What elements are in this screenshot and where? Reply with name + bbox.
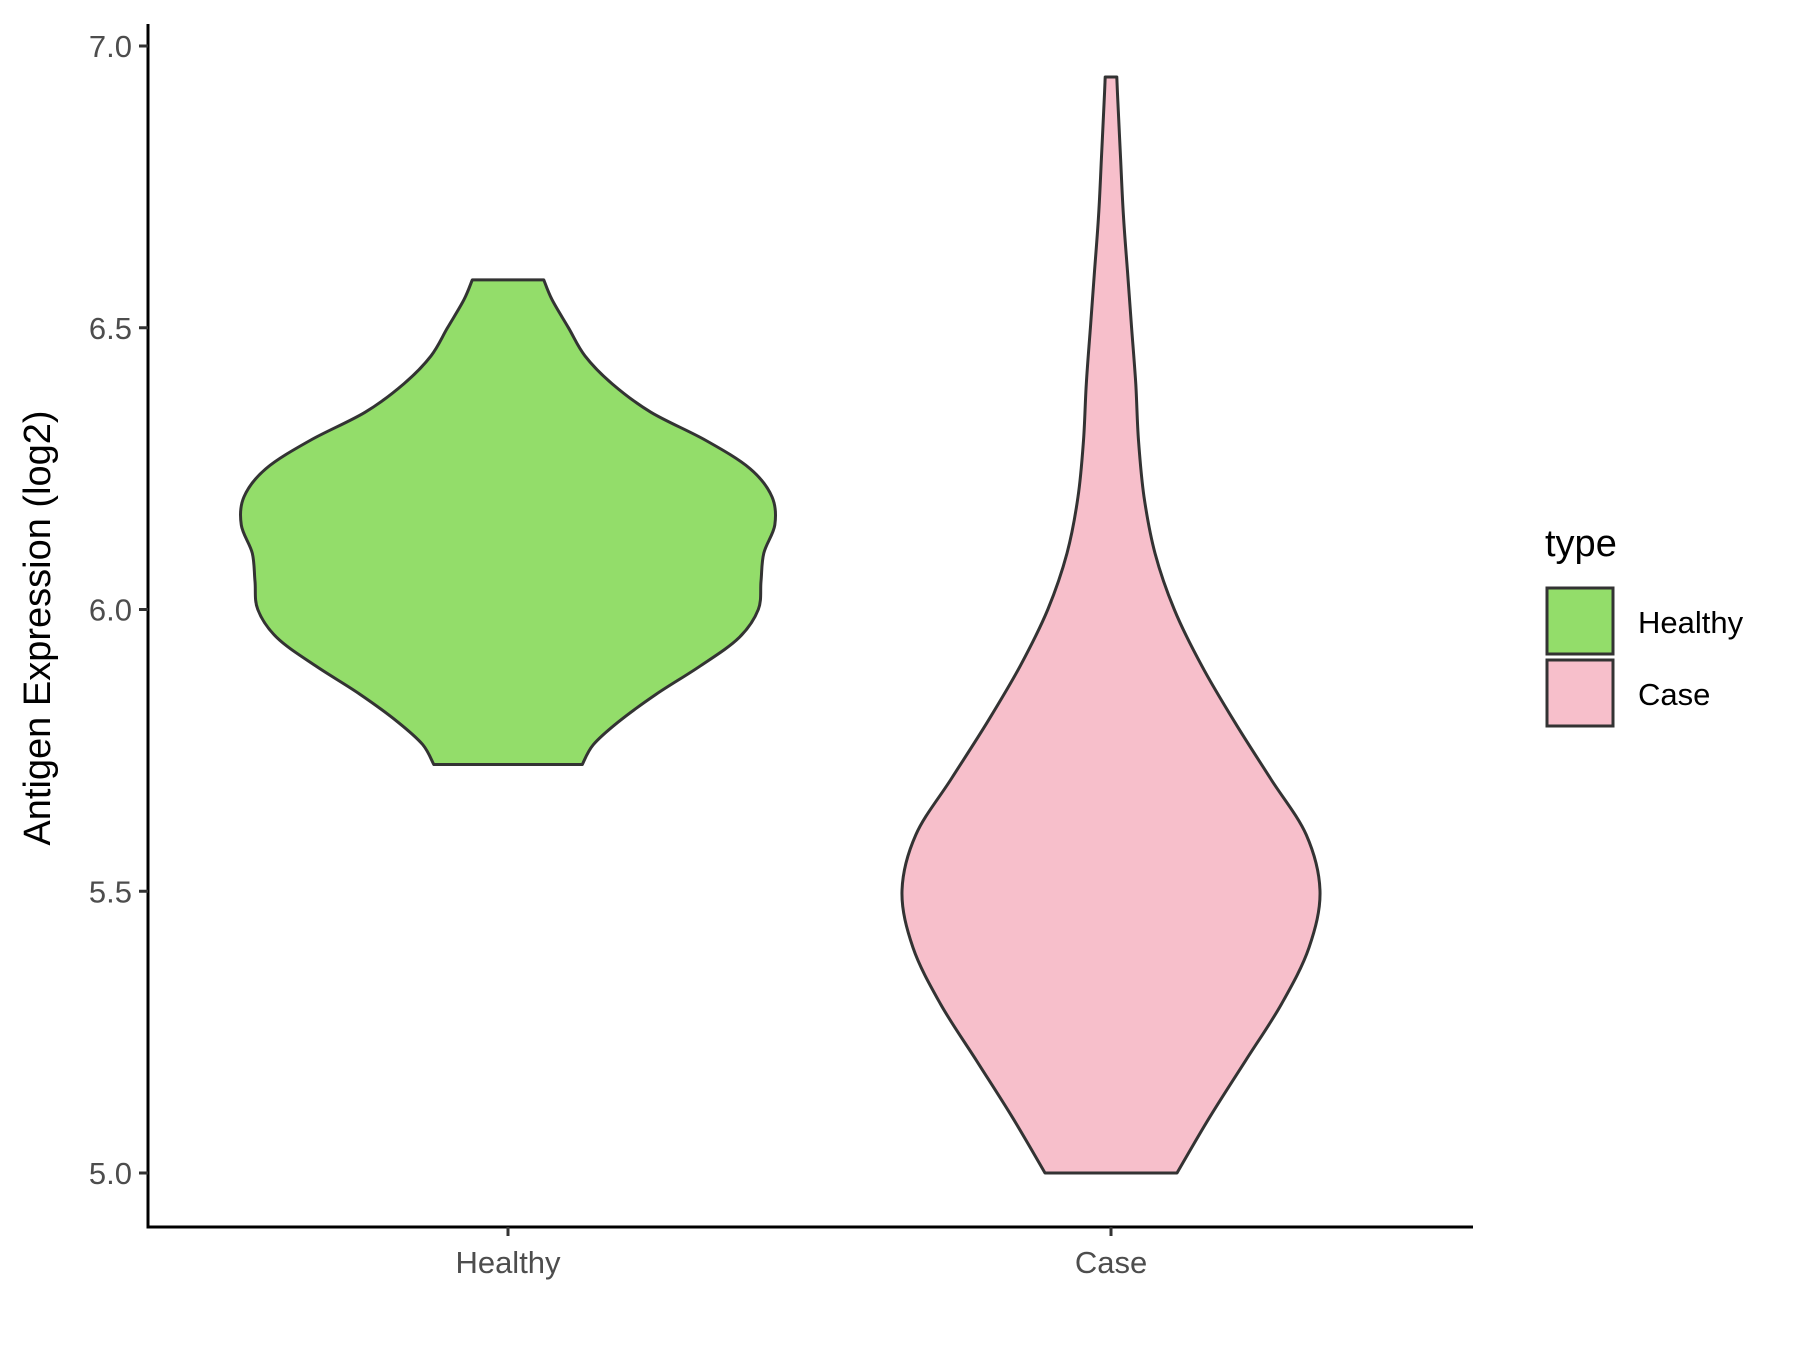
y-tick-label: 6.5: [89, 311, 132, 346]
legend-swatch-case: [1545, 658, 1615, 728]
legend-label-case: Case: [1638, 677, 1710, 712]
x-tick-label: Healthy: [455, 1245, 561, 1280]
violin-healthy: [238, 278, 778, 766]
legend: type Healthy Case: [1545, 523, 1744, 728]
legend-swatch-healthy: [1545, 586, 1615, 656]
axes-layer: 5.0 5.5 6.0 6.5 7.0 Healthy Case: [89, 24, 1473, 1280]
y-tick-label: 5.0: [89, 1156, 132, 1191]
violins-layer: [238, 75, 1322, 1175]
legend-label-healthy: Healthy: [1638, 605, 1744, 640]
violin-case: [900, 75, 1322, 1175]
y-axis-title: Antigen Expression (log2): [17, 410, 59, 845]
legend-title: type: [1545, 523, 1617, 565]
y-tick-label: 5.5: [89, 874, 132, 909]
y-tick-label: 6.0: [89, 593, 132, 628]
x-tick-label: Case: [1075, 1245, 1147, 1280]
y-tick-label: 7.0: [89, 29, 132, 64]
